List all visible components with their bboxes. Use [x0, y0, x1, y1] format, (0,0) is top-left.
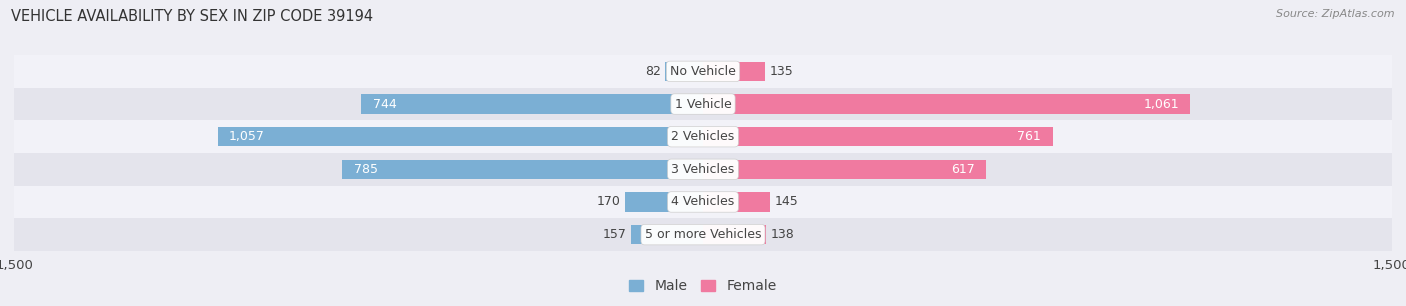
- Text: 170: 170: [596, 196, 620, 208]
- Bar: [703, 62, 765, 81]
- Bar: [624, 192, 703, 212]
- Bar: [703, 192, 769, 212]
- Text: 744: 744: [373, 98, 396, 110]
- Bar: [14, 153, 1392, 186]
- Text: 3 Vehicles: 3 Vehicles: [672, 163, 734, 176]
- Bar: [14, 55, 1392, 88]
- Legend: Male, Female: Male, Female: [624, 274, 782, 299]
- Text: 761: 761: [1018, 130, 1040, 143]
- Text: 2 Vehicles: 2 Vehicles: [672, 130, 734, 143]
- Bar: [703, 159, 987, 179]
- Bar: [703, 225, 766, 244]
- Bar: [631, 225, 703, 244]
- Bar: [361, 94, 703, 114]
- Bar: [14, 218, 1392, 251]
- Bar: [218, 127, 703, 147]
- Bar: [14, 120, 1392, 153]
- Text: 157: 157: [602, 228, 626, 241]
- Bar: [14, 186, 1392, 218]
- Text: No Vehicle: No Vehicle: [671, 65, 735, 78]
- Text: 5 or more Vehicles: 5 or more Vehicles: [645, 228, 761, 241]
- Text: 1,061: 1,061: [1143, 98, 1178, 110]
- Text: 1,057: 1,057: [229, 130, 264, 143]
- Text: 1 Vehicle: 1 Vehicle: [675, 98, 731, 110]
- Bar: [665, 62, 703, 81]
- Text: 617: 617: [950, 163, 974, 176]
- Bar: [343, 159, 703, 179]
- Text: 145: 145: [775, 196, 799, 208]
- Text: 82: 82: [645, 65, 661, 78]
- Text: 785: 785: [354, 163, 378, 176]
- Bar: [703, 127, 1053, 147]
- Text: Source: ZipAtlas.com: Source: ZipAtlas.com: [1277, 9, 1395, 19]
- Bar: [703, 94, 1191, 114]
- Text: 135: 135: [769, 65, 793, 78]
- Text: 138: 138: [770, 228, 794, 241]
- Text: 4 Vehicles: 4 Vehicles: [672, 196, 734, 208]
- Text: VEHICLE AVAILABILITY BY SEX IN ZIP CODE 39194: VEHICLE AVAILABILITY BY SEX IN ZIP CODE …: [11, 9, 374, 24]
- Bar: [14, 88, 1392, 120]
